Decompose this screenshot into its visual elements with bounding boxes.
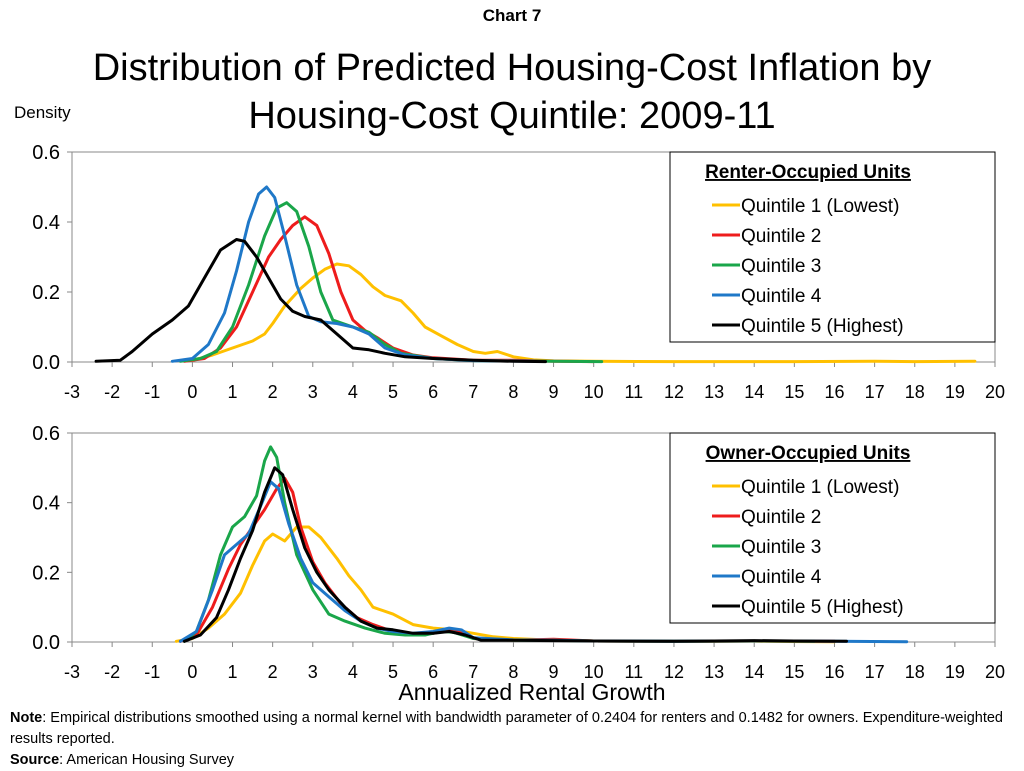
legend-label-quintile-3: Quintile 3 [741, 256, 821, 277]
x-tick-label: 6 [428, 662, 438, 682]
footnote: Note: Empirical distributions smoothed u… [10, 708, 1020, 771]
x-tick-label: 8 [508, 382, 518, 402]
x-tick-label: -2 [104, 662, 120, 682]
legend-label-quintile-3: Quintile 3 [741, 537, 821, 558]
y-tick-label: 0.4 [32, 212, 60, 234]
legend-label-quintile-4: Quintile 4 [741, 567, 822, 588]
series-line-quintile-5 [182, 466, 848, 643]
x-tick-label: 0 [187, 382, 197, 402]
x-tick-label: 11 [624, 662, 643, 682]
x-tick-label: 14 [744, 662, 764, 682]
legend-box [669, 151, 996, 343]
x-tick-label: 20 [985, 382, 1005, 402]
x-tick-label: 10 [584, 382, 604, 402]
x-tick-label: 15 [784, 382, 804, 402]
legend-label-quintile-1: Quintile 1 (Lowest) [741, 477, 899, 498]
x-tick-label: 19 [945, 662, 965, 682]
x-tick-label: -2 [104, 382, 120, 402]
source-label: Source [10, 752, 60, 768]
source-line: Source: American Housing Survey [10, 750, 1020, 771]
x-tick-label: 14 [744, 382, 764, 402]
legend-label-quintile-2: Quintile 2 [741, 226, 821, 247]
x-tick-label: 16 [824, 382, 844, 402]
x-tick-label: 5 [388, 662, 398, 682]
x-tick-label: 2 [268, 382, 278, 402]
legend-label-quintile-5: Quintile 5 (Highest) [741, 597, 904, 618]
series-line-quintile-3 [178, 201, 604, 364]
x-axis-title: Annualized Rental Growth [398, 679, 666, 705]
note-line: Note: Empirical distributions smoothed u… [10, 708, 1020, 750]
legend-title: Owner-Occupied Units [706, 443, 911, 464]
y-tick-label: 0.2 [32, 282, 60, 304]
y-tick-label: 0.2 [32, 562, 60, 584]
note-label: Note [10, 710, 43, 726]
x-tick-label: 20 [985, 662, 1005, 682]
legend: Owner-Occupied Units Quintile 1 (Lowest) Q… [669, 432, 996, 624]
x-tick-label: 2 [268, 662, 278, 682]
chart-number-label: Chart 7 [482, 6, 542, 25]
chart-title-line-2: Housing-Cost Quintile: 2009-11 [248, 95, 776, 137]
x-tick-label: 16 [824, 662, 844, 682]
x-tick-label: 4 [348, 662, 358, 682]
legend-box [669, 432, 996, 624]
y-tick-label: 0.6 [32, 423, 60, 445]
legend-label-quintile-4: Quintile 4 [741, 286, 822, 307]
legend-title: Renter-Occupied Units [705, 162, 911, 183]
x-tick-label: 12 [664, 662, 684, 682]
y-axis-title: Density [14, 103, 71, 122]
x-tick-label: 1 [228, 662, 238, 682]
y-tick-label: 0.0 [32, 632, 60, 654]
x-tick-label: 6 [428, 382, 438, 402]
x-tick-label: -1 [144, 662, 160, 682]
x-tick-label: 4 [348, 382, 358, 402]
x-tick-label: 3 [308, 382, 318, 402]
chart-panel-1: 0.00.20.40.6-3 -2 -1 0 1 2 3 4 5 6 7 8 9 10 11 12 13 14 15… [32, 142, 1005, 402]
x-tick-label: 11 [624, 382, 643, 402]
chart-panel-2: 0.00.20.40.6-3 -2 -1 0 1 2 3 4 5 6 7 8 9 10 11 12 13 14 15… [32, 423, 1005, 682]
x-tick-label: 13 [704, 382, 724, 402]
x-tick-label: 18 [905, 382, 925, 402]
y-tick-label: 0.0 [32, 352, 60, 374]
x-tick-label: 1 [228, 382, 238, 402]
legend-label-quintile-5: Quintile 5 (Highest) [741, 316, 904, 337]
y-tick-label: 0.6 [32, 142, 60, 164]
chart-title-line-1: Distribution of Predicted Housing-Cost I… [92, 47, 932, 89]
x-tick-label: 17 [865, 662, 885, 682]
x-tick-label: 0 [187, 662, 197, 682]
x-tick-label: 9 [549, 662, 559, 682]
note-text: : Empirical distributions smoothed using… [10, 710, 1003, 747]
x-tick-label: 15 [784, 662, 804, 682]
x-tick-label: -3 [64, 382, 80, 402]
x-tick-label: 13 [704, 662, 724, 682]
legend-label-quintile-1: Quintile 1 (Lowest) [741, 196, 899, 217]
series-line-quintile-4 [170, 185, 535, 363]
x-tick-label: 19 [945, 382, 965, 402]
legend: Renter-Occupied Units Quintile 1 (Lowest)… [669, 151, 996, 343]
x-tick-label: 3 [308, 662, 318, 682]
x-tick-label: 5 [388, 382, 398, 402]
y-tick-label: 0.4 [32, 493, 60, 515]
x-tick-label: -1 [144, 382, 160, 402]
x-tick-label: 12 [664, 382, 684, 402]
x-tick-label: 17 [865, 382, 885, 402]
series-line-quintile-5 [94, 238, 547, 364]
x-tick-label: 7 [468, 662, 478, 682]
x-tick-label: 9 [549, 382, 559, 402]
x-tick-label: 7 [468, 382, 478, 402]
x-tick-label: -3 [64, 662, 80, 682]
legend-label-quintile-2: Quintile 2 [741, 507, 821, 528]
x-tick-label: 10 [584, 662, 604, 682]
source-text: : American Housing Survey [59, 752, 235, 768]
x-tick-label: 8 [508, 662, 518, 682]
x-tick-label: 18 [905, 662, 925, 682]
chart-title: Distribution of Predicted Housing-Cost I… [20, 44, 1004, 140]
